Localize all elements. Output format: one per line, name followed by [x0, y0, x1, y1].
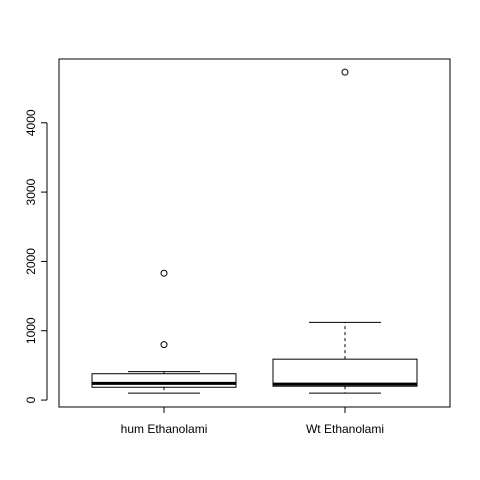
outlier-point [160, 341, 168, 349]
outlier-point [341, 68, 349, 76]
x-tick-label: Wt Ethanolami [306, 422, 384, 436]
outlier-point [160, 269, 168, 277]
x-axis-ticks: hum Ethanolami Wt Ethanolami [121, 406, 384, 436]
boxes-group [91, 68, 418, 394]
box-body [91, 373, 237, 388]
y-tick-label: 0 [24, 396, 38, 403]
box-body [272, 358, 418, 387]
box-2 [272, 68, 418, 394]
y-tick-label: 2000 [24, 248, 38, 275]
y-tick-label: 3000 [24, 178, 38, 205]
x-tick-label: hum Ethanolami [121, 422, 208, 436]
y-axis-ticks: 0 1000 2000 3000 4000 [24, 109, 47, 403]
y-tick-label: 4000 [24, 109, 38, 136]
box-1 [91, 269, 237, 394]
y-tick-label: 1000 [24, 317, 38, 344]
plot-frame [58, 58, 451, 408]
